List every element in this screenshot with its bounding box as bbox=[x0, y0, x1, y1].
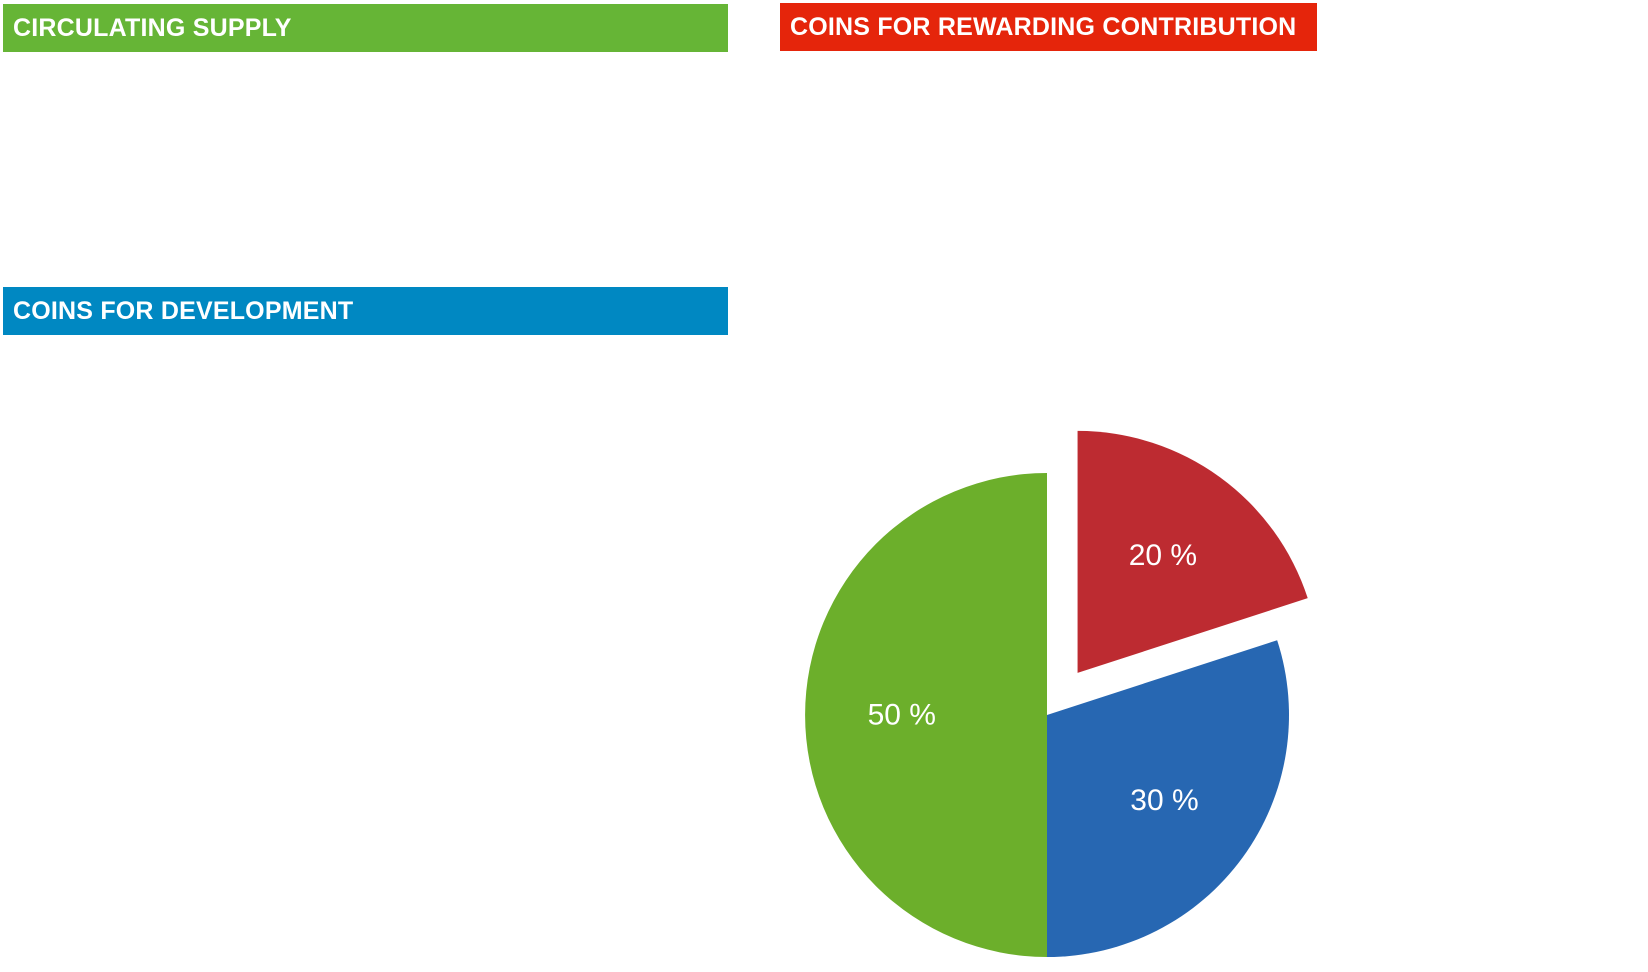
legend-circulating-supply: CIRCULATING SUPPLY bbox=[3, 4, 728, 52]
pie-slice-rewarding bbox=[1077, 430, 1308, 673]
pie-label-circulating: 50 % bbox=[868, 699, 936, 732]
pie-slice-development bbox=[1047, 640, 1289, 957]
legend-coins-for-development: COINS FOR DEVELOPMENT bbox=[3, 287, 728, 335]
legend-coins-for-rewarding-contribution: COINS FOR REWARDING CONTRIBUTION bbox=[780, 3, 1317, 51]
pie-label-rewarding: 20 % bbox=[1129, 539, 1197, 572]
pie-slice-circulating bbox=[805, 473, 1047, 957]
pie-label-development: 30 % bbox=[1130, 784, 1198, 817]
